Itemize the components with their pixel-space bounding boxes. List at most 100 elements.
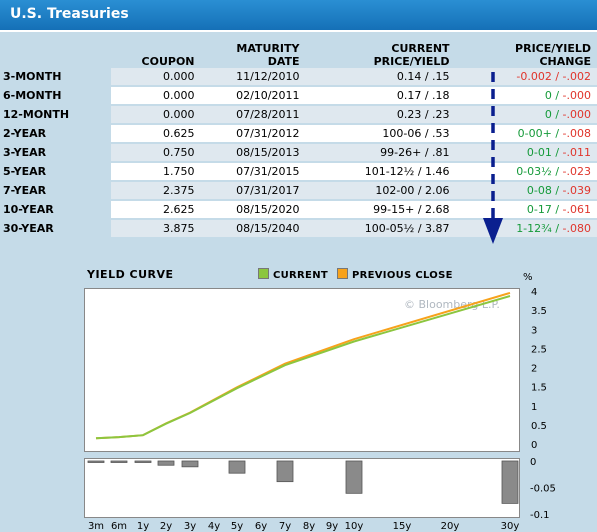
yield-change-plot	[84, 458, 520, 518]
header-current-line2: PRICE/YIELD	[373, 55, 450, 68]
y-tick-label: 2.5	[531, 344, 547, 355]
y-tick-label: 1	[531, 402, 537, 413]
yield-change: -.002	[562, 70, 591, 83]
coupon-cell: 0.750	[111, 143, 201, 163]
change-separator: /	[551, 70, 563, 83]
bar-y-tick-label: -0.1	[530, 510, 550, 521]
x-tick-label: 20y	[441, 521, 460, 532]
maturity-cell: 02/10/2011	[200, 86, 306, 106]
table-row: 5-YEAR 1.750 07/31/2015 101-12½ / 1.46 0-03½…	[0, 162, 597, 182]
price-yield-cell: 99-15+ / 2.68	[305, 200, 460, 220]
legend-previous: PREVIOUS CLOSE	[337, 268, 453, 281]
price-yield-cell: 99-26+ / .81	[305, 143, 460, 163]
header-divider	[0, 30, 597, 32]
price-change: 0-08	[526, 184, 552, 197]
page-title: U.S. Treasuries	[10, 6, 129, 22]
bar-y-tick-label: -0.05	[530, 484, 556, 495]
y-tick-label: 3.5	[531, 306, 547, 317]
coupon-cell: 2.625	[111, 200, 201, 220]
maturity-cell: 07/31/2015	[200, 162, 306, 182]
x-tick-label: 3y	[184, 521, 196, 532]
coupon-cell: 0.000	[111, 86, 201, 106]
row-label: 10-YEAR	[0, 200, 112, 220]
change-separator: /	[551, 146, 563, 159]
row-label: 30-YEAR	[0, 219, 112, 239]
change-bar	[501, 460, 519, 504]
legend-current-swatch	[258, 268, 269, 279]
change-separator: /	[551, 184, 563, 197]
x-tick-label: 10y	[345, 521, 364, 532]
price-change: 0-17	[526, 203, 552, 216]
row-label: 6-MONTH	[0, 86, 112, 106]
table-row: 2-YEAR 0.625 07/31/2012 100-06 / .53 0-00+ /…	[0, 124, 597, 144]
x-tick-label: 6y	[255, 521, 267, 532]
price-change: 0	[544, 89, 552, 102]
yield-change: -.080	[562, 222, 591, 235]
coupon-cell: 3.875	[111, 219, 201, 239]
price-change: 1-12¾	[516, 222, 552, 235]
price-change: -0.002	[516, 70, 552, 83]
table-row: 10-YEAR 2.625 08/15/2020 99-15+ / 2.68 0-17 …	[0, 200, 597, 220]
change-separator: /	[551, 127, 563, 140]
change-separator: /	[551, 222, 563, 235]
maturity-cell: 11/12/2010	[200, 68, 306, 87]
maturity-cell: 08/15/2040	[200, 219, 306, 239]
change-bar	[134, 460, 152, 463]
coupon-cell: 0.625	[111, 124, 201, 144]
row-label: 12-MONTH	[0, 105, 112, 125]
table-row: 12-MONTH 0.000 07/28/2011 0.23 / .23 0 / -.0…	[0, 105, 597, 125]
x-tick-label: 5y	[231, 521, 243, 532]
yield-change: -.000	[562, 108, 591, 121]
coupon-cell: 1.750	[111, 162, 201, 182]
table-header-row: COUPON MATURITY DATE CURRENT PRICE/YIELD P…	[0, 36, 597, 68]
header-maturity: MATURITY DATE	[201, 36, 306, 68]
change-separator: /	[551, 203, 563, 216]
price-yield-cell: 101-12½ / 1.46	[305, 162, 460, 182]
row-label: 3-MONTH	[0, 68, 112, 87]
y-tick-label: 0.5	[531, 421, 547, 432]
header-change-line2: CHANGE	[539, 55, 591, 68]
header-coupon: COUPON	[111, 36, 200, 68]
change-separator: /	[551, 165, 563, 178]
x-tick-label: 8y	[303, 521, 315, 532]
series-line-current	[95, 295, 511, 440]
row-label: 3-YEAR	[0, 143, 112, 163]
change-separator: /	[551, 89, 563, 102]
header-maturity-line1: MATURITY	[236, 42, 300, 55]
change-bar	[110, 460, 128, 463]
y-tick-label: 3	[531, 325, 537, 336]
legend-current: CURRENT	[258, 268, 328, 281]
x-tick-label: 9y	[326, 521, 338, 532]
price-yield-cell: 100-06 / .53	[305, 124, 460, 144]
change-bar	[157, 460, 175, 466]
x-tick-label: 3m	[88, 521, 104, 532]
price-change: 0-00+	[517, 127, 552, 140]
price-yield-cell: 0.17 / .18	[305, 86, 460, 106]
change-bar	[181, 460, 199, 468]
row-label: 2-YEAR	[0, 124, 112, 144]
price-yield-cell: 0.23 / .23	[305, 105, 460, 125]
y-tick-label: 2	[531, 364, 537, 375]
maturity-cell: 07/31/2012	[200, 124, 306, 144]
legend-previous-label: PREVIOUS CLOSE	[352, 270, 453, 281]
chart-title: YIELD CURVE	[87, 268, 174, 281]
price-yield-cell: 0.14 / .15	[305, 68, 460, 87]
price-yield-cell: 100-05½ / 3.87	[305, 219, 460, 239]
yield-change: -.023	[562, 165, 591, 178]
coupon-cell: 0.000	[111, 105, 201, 125]
header-change-line1: PRICE/YIELD	[515, 42, 591, 55]
x-tick-label: 30y	[501, 521, 520, 532]
maturity-cell: 08/15/2020	[200, 200, 306, 220]
header-change: PRICE/YIELD CHANGE	[460, 36, 597, 68]
x-tick-label: 2y	[160, 521, 172, 532]
coupon-cell: 2.375	[111, 181, 201, 201]
maturity-cell: 07/31/2017	[200, 181, 306, 201]
x-tick-label: 7y	[279, 521, 291, 532]
x-tick-label: 4y	[208, 521, 220, 532]
change-bar	[228, 460, 246, 474]
change-bar	[87, 460, 105, 463]
yield-change: -.061	[562, 203, 591, 216]
header-maturity-line2: DATE	[267, 55, 300, 68]
y-tick-label: 0	[531, 440, 537, 451]
